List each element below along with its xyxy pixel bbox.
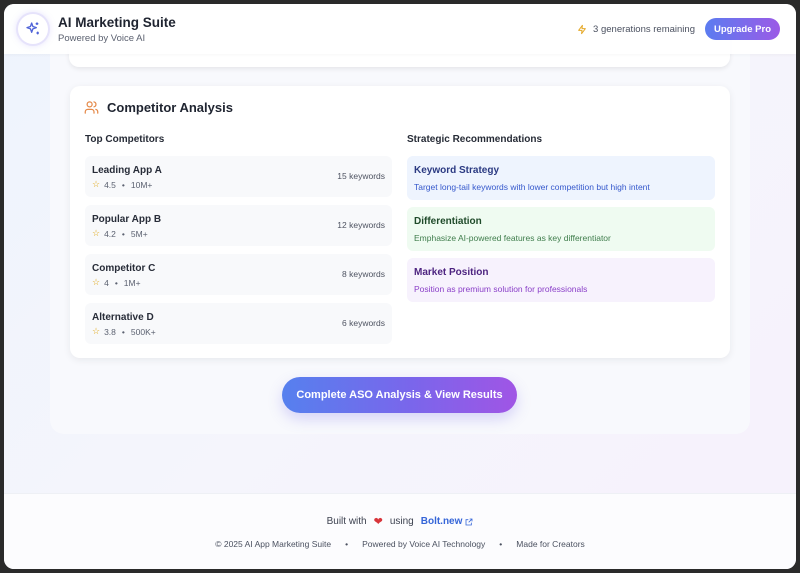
competitor-item: Alternative D ☆ 3.8 • 500K+ 6 keywords: [85, 303, 392, 344]
sparkles-icon: [18, 14, 48, 44]
complete-analysis-button[interactable]: Complete ASO Analysis & View Results: [282, 377, 517, 413]
competitor-item: Leading App A ☆ 4.5 • 10M+ 15 keywords: [85, 156, 392, 197]
recommendation-title: Differentiation: [414, 216, 482, 227]
using-text: using: [389, 516, 414, 527]
built-with-line: Built with ❤ using Bolt.new: [4, 515, 796, 528]
upgrade-pro-button[interactable]: Upgrade Pro: [704, 18, 780, 40]
external-link-icon: [465, 518, 473, 526]
competitor-downloads: 5M+: [130, 228, 148, 239]
recommendation-description: Target long-tail keywords with lower com…: [414, 182, 650, 192]
heart-icon: ❤: [373, 516, 383, 528]
users-icon: [84, 100, 99, 115]
competitor-analysis-card: Competitor Analysis Top Competitors Stra…: [70, 86, 730, 358]
competitor-downloads: 500K+: [130, 326, 156, 337]
competitor-keywords: 8 keywords: [342, 269, 385, 279]
star-icon: ☆: [92, 228, 101, 238]
competitor-rating: 3.8: [104, 326, 116, 337]
competitor-item: Competitor C ☆ 4 • 1M+ 8 keywords: [85, 254, 392, 295]
bolt-new-link[interactable]: Bolt.new: [421, 516, 474, 527]
generations-remaining-text: 3 generations remaining: [593, 23, 695, 35]
recommendation-keyword-strategy: Keyword Strategy Target long-tail keywor…: [407, 156, 715, 200]
app-title: AI Marketing Suite: [58, 14, 176, 30]
section-title-text: Competitor Analysis: [107, 100, 233, 115]
competitor-keywords: 15 keywords: [337, 171, 385, 181]
generations-remaining: 3 generations remaining: [577, 24, 695, 35]
competitor-keywords: 6 keywords: [342, 318, 385, 328]
recommendations-heading: Strategic Recommendations: [407, 134, 543, 145]
competitor-name: Leading App A: [92, 165, 162, 176]
separator: •: [345, 539, 349, 549]
app-header: AI Marketing Suite Powered by Voice AI 3…: [4, 4, 796, 54]
competitor-name: Competitor C: [92, 263, 156, 274]
copyright-text: © 2025 AI App Marketing Suite: [215, 539, 332, 549]
competitor-list: Leading App A ☆ 4.5 • 10M+ 15 keywords Popu…: [85, 156, 392, 352]
recommendation-differentiation: Differentiation Emphasize AI-powered fea…: [407, 207, 715, 251]
separator: •: [499, 539, 503, 549]
bolt-new-link-text: Bolt.new: [420, 516, 463, 527]
powered-by-text: Powered by Voice AI Technology: [362, 539, 486, 549]
competitor-name: Popular App B: [92, 214, 162, 225]
section-title: Competitor Analysis: [84, 100, 233, 115]
recommendation-description: Position as premium solution for profess…: [414, 284, 588, 294]
recommendation-title: Keyword Strategy: [414, 165, 500, 176]
competitor-name: Alternative D: [92, 312, 154, 323]
brand: AI Marketing Suite Powered by Voice AI: [58, 15, 176, 44]
lightning-bolt-icon: [577, 24, 587, 35]
built-with-text: Built with: [326, 516, 367, 527]
recommendation-title: Market Position: [414, 267, 489, 278]
footer-meta: © 2025 AI App Marketing Suite • Powered …: [4, 539, 796, 549]
competitor-keywords: 12 keywords: [337, 220, 385, 230]
footer: Built with ❤ using Bolt.new © 2025 AI Ap…: [4, 493, 796, 569]
app-subtitle: Powered by Voice AI: [58, 32, 146, 44]
top-competitors-heading: Top Competitors: [85, 134, 165, 145]
competitor-rating: 4.5: [104, 179, 116, 190]
star-icon: ☆: [92, 179, 101, 189]
competitor-rating: 4.2: [104, 228, 116, 239]
app-window: AI Marketing Suite Powered by Voice AI 3…: [4, 4, 796, 569]
star-icon: ☆: [92, 326, 101, 336]
recommendation-description: Emphasize AI-powered features as key dif…: [414, 233, 611, 243]
made-for-text: Made for Creators: [516, 539, 585, 549]
recommendation-list: Keyword Strategy Target long-tail keywor…: [407, 156, 715, 309]
competitor-downloads: 1M+: [123, 277, 141, 288]
competitor-item: Popular App B ☆ 4.2 • 5M+ 12 keywords: [85, 205, 392, 246]
competitor-rating: 4: [104, 277, 109, 288]
recommendation-market-position: Market Position Position as premium solu…: [407, 258, 715, 302]
competitor-downloads: 10M+: [130, 179, 153, 190]
star-icon: ☆: [92, 277, 101, 287]
